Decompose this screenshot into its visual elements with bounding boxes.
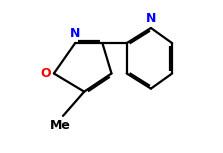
- Text: N: N: [70, 27, 80, 40]
- Text: O: O: [40, 67, 51, 80]
- Text: Me: Me: [50, 119, 70, 132]
- Text: N: N: [146, 12, 156, 25]
